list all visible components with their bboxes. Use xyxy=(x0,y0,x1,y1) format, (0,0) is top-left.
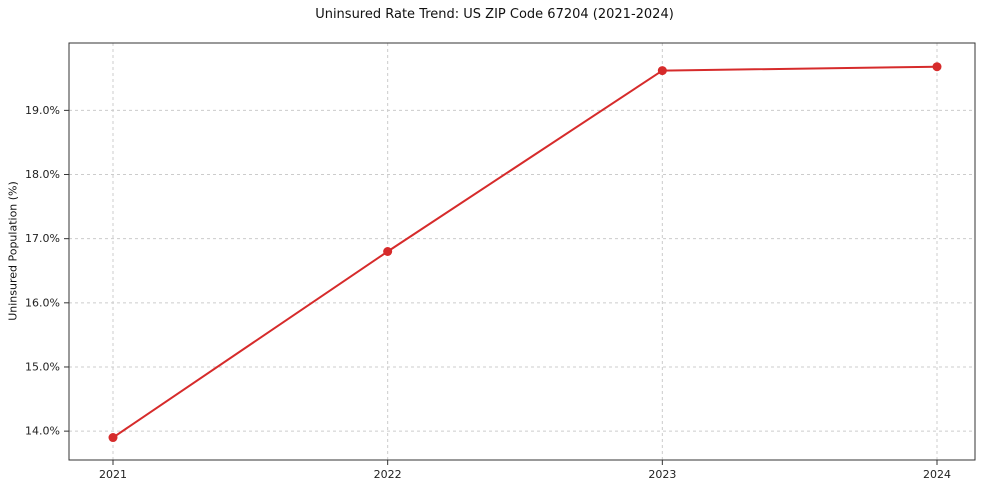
trend-line xyxy=(112,65,938,439)
data-point-marker xyxy=(657,66,667,76)
y-tick-label: 15.0% xyxy=(25,360,60,373)
chart-title: Uninsured Rate Trend: US ZIP Code 67204 … xyxy=(315,7,674,22)
plot-area xyxy=(69,43,975,460)
x-tick-label: 2023 xyxy=(648,468,676,481)
data-point-marker xyxy=(932,62,942,72)
y-tick-label: 18.0% xyxy=(25,168,60,181)
y-tick-label: 19.0% xyxy=(25,104,60,117)
x-tick-label: 2021 xyxy=(99,468,127,481)
x-tick-label: 2022 xyxy=(374,468,402,481)
y-axis-label: Uninsured Population (%) xyxy=(6,181,20,321)
y-tick-label: 17.0% xyxy=(25,232,60,245)
x-tick-label: 2024 xyxy=(923,468,951,481)
data-point-marker xyxy=(108,433,118,443)
data-point-marker xyxy=(383,247,393,256)
y-tick-label: 14.0% xyxy=(25,425,60,438)
plot-border xyxy=(68,42,976,461)
y-tick-label: 16.0% xyxy=(25,296,60,309)
